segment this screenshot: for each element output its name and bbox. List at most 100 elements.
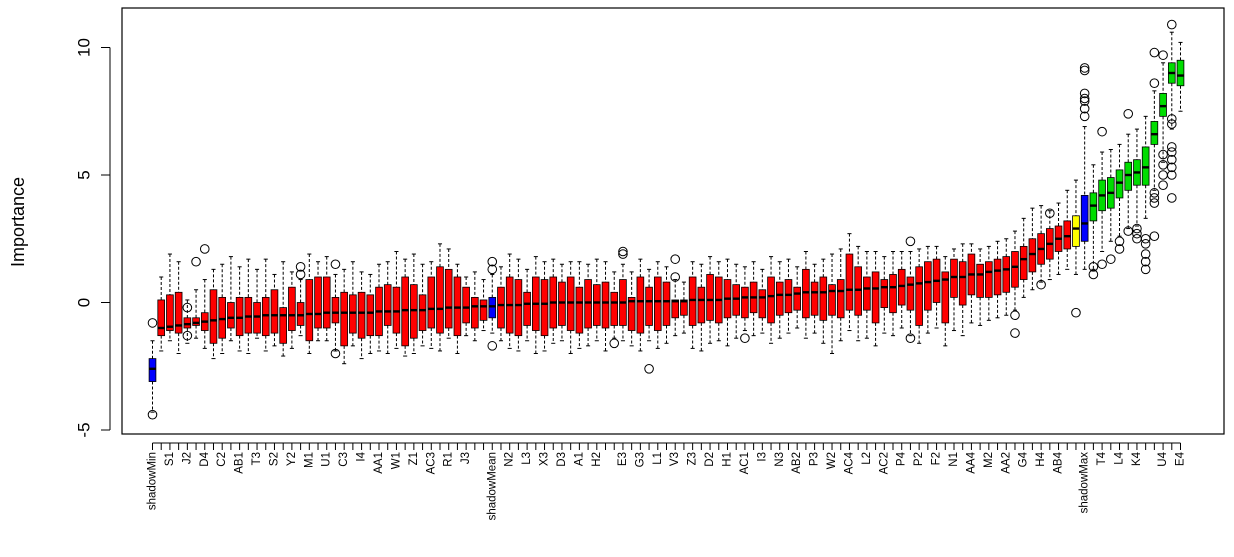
box-body: [253, 302, 261, 334]
x-tick-label: U4: [1157, 451, 1169, 466]
box-C2: [218, 263, 226, 450]
box-body: [1124, 161, 1133, 191]
box-feature-98: [993, 240, 1002, 450]
box-feature-116: [1149, 47, 1160, 450]
x-tick-label: AB4: [1053, 451, 1065, 473]
outlier-point: [1140, 239, 1151, 249]
box-body: [436, 266, 444, 334]
box-body: [357, 291, 366, 339]
box-feature-16: [279, 261, 287, 450]
box-L1: [653, 261, 662, 450]
outlier-point: [1166, 147, 1177, 157]
box-body: [296, 302, 305, 326]
x-tick-label: T4: [1096, 451, 1108, 465]
x-tick-label: M2: [983, 452, 995, 468]
box-body: [1080, 194, 1089, 242]
box-G3: [636, 258, 645, 450]
outlier-point: [182, 330, 193, 341]
box-feature-90: [924, 245, 932, 450]
box-feature-109: [1088, 164, 1099, 450]
x-tick-label: AA2: [1000, 452, 1012, 474]
box-F2: [932, 245, 941, 450]
box-body: [706, 274, 714, 321]
box-body: [697, 286, 706, 324]
outlier-point: [1079, 93, 1090, 104]
box-feature-51: [584, 263, 592, 450]
box-body: [653, 276, 662, 331]
outlier-point: [1149, 193, 1160, 203]
box-AB1: [235, 266, 244, 450]
box-feature-100: [1010, 230, 1020, 450]
outlier-point: [1166, 170, 1177, 180]
box-M2: [985, 245, 993, 450]
x-tick-label: H2: [591, 452, 603, 467]
x-tick-label: N1: [948, 452, 960, 467]
box-feature-78: [819, 258, 828, 450]
box-feature-12: [244, 258, 253, 450]
x-tick-label: Z1: [408, 452, 420, 465]
box-body: [575, 286, 584, 334]
box-body: [479, 299, 488, 321]
box-feature-62: [680, 281, 688, 450]
box-feature-64: [697, 263, 706, 450]
box-body: [741, 286, 749, 319]
x-tick-label: N3: [774, 452, 786, 467]
box-body: [192, 317, 200, 326]
box-body: [540, 279, 549, 337]
x-tick-label: I3: [756, 452, 768, 462]
box-AC2: [880, 256, 889, 450]
box-body: [462, 286, 470, 324]
box-body: [767, 276, 775, 324]
box-feature-2: [157, 276, 166, 450]
box-body: [1141, 146, 1150, 186]
x-tick-label: K4: [1131, 451, 1143, 466]
box-feature-104: [1045, 208, 1055, 450]
box-feature-4: [174, 261, 183, 450]
box-S2: [270, 273, 279, 450]
outlier-point: [1097, 259, 1107, 270]
box-body: [261, 296, 270, 337]
y-tick-label: 0: [75, 298, 94, 307]
x-tick-label: J2: [181, 452, 193, 464]
box-V3: [670, 254, 681, 450]
box-body: [784, 279, 793, 314]
box-body: [645, 286, 653, 326]
outlier-point: [1149, 188, 1160, 198]
box-AA1: [375, 263, 383, 450]
box-body: [688, 276, 697, 326]
x-tick-label: AB1: [234, 452, 246, 474]
x-tick-label: P2: [913, 452, 925, 466]
outlier-point: [1079, 65, 1090, 76]
box-AC4: [845, 233, 854, 450]
box-body: [680, 299, 688, 316]
x-tick-label: AC4: [843, 451, 855, 474]
outlier-point: [1079, 88, 1090, 99]
box-body: [444, 268, 453, 329]
box-U1: [322, 256, 331, 450]
box-shadowMean: [487, 256, 498, 450]
box-body: [183, 317, 192, 329]
box-body: [244, 296, 253, 334]
box-body: [340, 291, 348, 347]
box-body: [427, 276, 436, 329]
outlier-point: [1132, 223, 1142, 234]
box-P4: [897, 251, 906, 450]
outlier-point: [1045, 208, 1055, 219]
box-body: [1002, 256, 1011, 293]
x-tick-label: X3: [539, 452, 551, 466]
box-M1: [305, 253, 314, 450]
x-tick-label: S2: [268, 452, 280, 466]
x-tick-label: N2: [504, 452, 516, 467]
box-AC1: [740, 266, 750, 450]
x-tick-label: E4: [1175, 451, 1187, 466]
outlier-point: [644, 364, 654, 374]
outlier-point: [1166, 154, 1177, 165]
x-tick-label: AC2: [878, 452, 890, 474]
box-D3: [558, 263, 566, 450]
outlier-point: [147, 318, 158, 328]
box-feature-86: [889, 251, 897, 450]
box-AB2: [793, 266, 801, 450]
box-feature-111: [1106, 149, 1116, 450]
x-tick-label: L2: [861, 452, 873, 465]
